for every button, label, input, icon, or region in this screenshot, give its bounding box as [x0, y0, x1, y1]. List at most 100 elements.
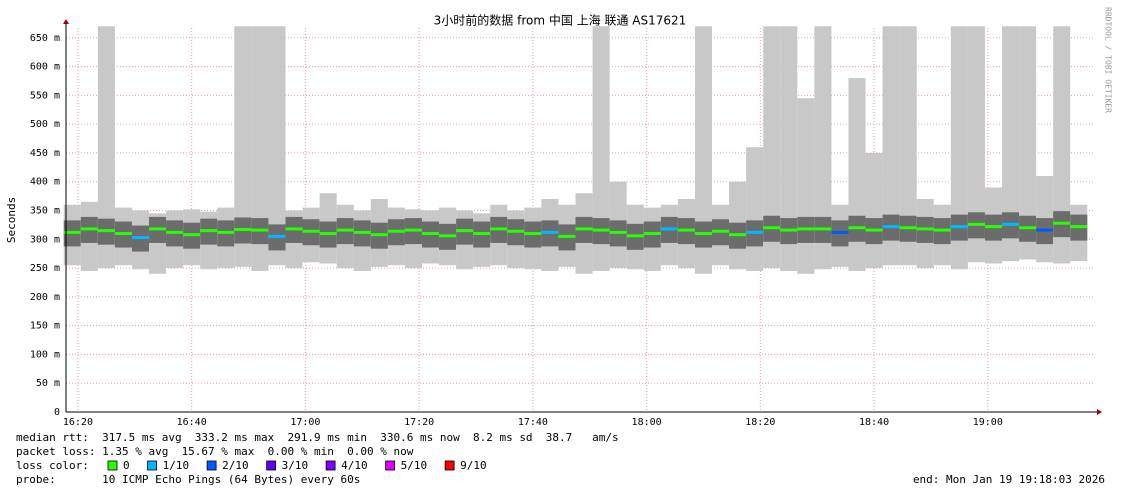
x-tick-label: 17:20 — [404, 417, 434, 428]
median-marker — [217, 230, 235, 234]
median-marker — [660, 227, 678, 231]
median-marker — [200, 229, 218, 233]
median-marker — [319, 232, 337, 236]
median-marker — [1036, 228, 1054, 232]
legend-swatch — [147, 460, 158, 471]
axis-arrow — [1097, 409, 1102, 415]
smoke-range — [268, 26, 286, 266]
median-marker — [456, 229, 474, 233]
legend-swatch — [107, 460, 118, 471]
median-marker — [97, 229, 115, 233]
legend-label: 1/10 — [163, 459, 190, 472]
smoke-range — [1053, 26, 1071, 264]
median-marker — [1019, 226, 1037, 230]
median-marker — [1002, 222, 1020, 226]
median-marker — [302, 229, 320, 233]
median-marker — [729, 233, 747, 237]
x-tick-label: 19:00 — [973, 417, 1003, 428]
legend-label: 5/10 — [401, 459, 428, 472]
median-marker — [746, 230, 764, 234]
median-marker — [285, 227, 303, 231]
smoke-range — [592, 26, 610, 271]
median-marker — [370, 233, 388, 237]
median-marker — [848, 226, 866, 230]
y-tick-label: 300 m — [30, 234, 60, 245]
median-marker — [507, 229, 525, 233]
smoke-range — [780, 26, 798, 271]
x-tick-label: 18:20 — [745, 417, 775, 428]
stats-line: packet loss: 1.35 % avg 15.67 % max 0.00… — [16, 445, 414, 458]
median-marker — [780, 228, 798, 232]
median-marker — [575, 227, 593, 231]
median-marker — [490, 227, 508, 231]
stats-line: median rtt: 317.5 ms avg 333.2 ms max 29… — [16, 431, 619, 444]
smoke-range — [1002, 26, 1020, 262]
axis-arrow — [63, 19, 69, 24]
y-tick-label: 450 m — [30, 148, 60, 159]
median-marker — [80, 227, 98, 231]
y-tick-label: 500 m — [30, 119, 60, 130]
smoke-range — [694, 26, 712, 274]
legend-swatch — [266, 460, 277, 471]
median-marker — [814, 227, 832, 231]
end-time: end: Mon Jan 19 19:18:03 2026 — [913, 473, 1105, 486]
median-marker — [694, 232, 712, 236]
median-marker — [763, 226, 781, 230]
legend-label: 2/10 — [222, 459, 249, 472]
median-marker — [251, 228, 269, 232]
x-tick-label: 16:40 — [177, 417, 207, 428]
chart-title: 3小时前的数据 from 中国 上海 联通 AS17621 — [434, 13, 687, 28]
y-tick-label: 150 m — [30, 321, 60, 332]
y-tick-label: 550 m — [30, 90, 60, 101]
median-marker — [268, 234, 286, 238]
median-marker — [643, 232, 661, 236]
smoke-range — [967, 26, 985, 263]
median-marker — [882, 225, 900, 229]
median-marker — [950, 225, 968, 229]
median-marker — [114, 232, 132, 236]
y-tick-label: 600 m — [30, 62, 60, 73]
legend-swatch — [206, 460, 217, 471]
median-marker — [336, 228, 354, 232]
median-marker — [353, 230, 371, 234]
smoke-range — [814, 26, 832, 270]
median-marker — [831, 230, 849, 234]
median-marker — [797, 227, 815, 231]
legend-label: 3/10 — [282, 459, 309, 472]
median-marker — [541, 230, 559, 234]
x-tick-label: 17:40 — [518, 417, 548, 428]
legend-title: loss color: — [16, 459, 89, 472]
median-marker — [473, 232, 491, 236]
median-marker — [609, 230, 627, 234]
median-marker — [592, 228, 610, 232]
median-marker — [387, 229, 405, 233]
median-marker — [899, 226, 917, 230]
median-marker — [439, 234, 457, 238]
legend-label: 9/10 — [460, 459, 487, 472]
median-marker — [166, 230, 184, 234]
median-marker — [524, 232, 542, 236]
smoke-range — [865, 152, 883, 269]
median-marker — [711, 229, 730, 233]
median-marker — [149, 227, 167, 231]
median-marker — [967, 222, 985, 226]
smoke-range — [746, 147, 764, 271]
y-tick-label: 400 m — [30, 177, 60, 188]
smoke-range — [797, 98, 815, 274]
x-tick-label: 17:00 — [290, 417, 320, 428]
median-marker — [677, 228, 695, 232]
y-tick-label: 350 m — [30, 206, 60, 217]
y-tick-label: 650 m — [30, 33, 60, 44]
y-tick-label: 0 — [54, 407, 60, 418]
median-marker — [234, 227, 252, 231]
y-axis-label: Seconds — [5, 197, 18, 243]
smoke-range — [251, 26, 269, 271]
median-marker — [131, 236, 150, 240]
side-text: RRDTOOL / TOBI OETIKER — [1104, 7, 1113, 113]
probe: probe: 10 ICMP Echo Pings (64 Bytes) eve… — [16, 473, 360, 486]
smoke-range — [848, 78, 866, 271]
smoke-range — [950, 26, 968, 270]
y-tick-label: 50 m — [36, 378, 60, 389]
median-marker — [404, 228, 422, 232]
